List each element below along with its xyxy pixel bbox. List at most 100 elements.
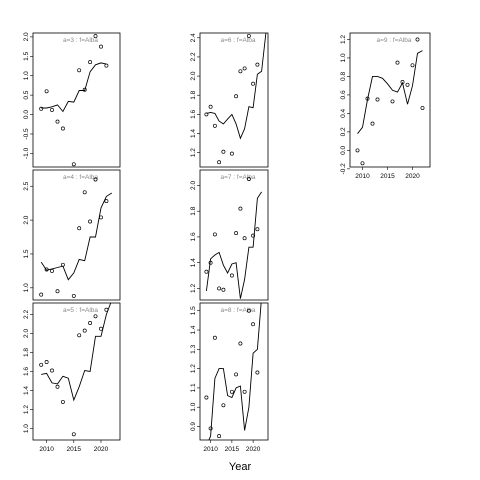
data-point [104, 63, 109, 68]
panel-title: a=9 : f=Alba [376, 37, 411, 44]
y-tick-label: 2.0 [23, 215, 30, 224]
data-point [255, 370, 260, 375]
data-point [39, 292, 44, 297]
y-tick-label: 2.0 [190, 71, 197, 80]
data-point [104, 307, 109, 312]
data-point [208, 260, 213, 265]
panel-title: a=5 : f=Alba [63, 307, 98, 314]
fitted-line [41, 303, 112, 402]
data-point [221, 403, 226, 408]
y-tick-label: 1.8 [190, 206, 197, 215]
data-point [82, 190, 87, 195]
y-tick-label: 1.5 [23, 249, 30, 258]
data-point [420, 105, 425, 110]
data-point [251, 233, 256, 238]
data-point [55, 384, 60, 389]
x-tick-label: 2010 [39, 446, 54, 453]
data-point [99, 44, 103, 49]
y-tick-label: 0.0 [340, 145, 347, 154]
y-tick-label: 0.6 [340, 90, 347, 99]
data-point [415, 37, 420, 42]
data-point [229, 389, 234, 394]
y-tick-label: 1.2 [340, 35, 347, 44]
data-point [221, 287, 226, 292]
data-point [229, 273, 234, 278]
panel-frame [32, 302, 121, 441]
panel-frame [199, 169, 269, 301]
data-point [238, 341, 243, 346]
panel-title: a=8 : f=Alba [220, 307, 255, 314]
data-point [217, 286, 222, 291]
y-tick-label: 2.5 [23, 181, 30, 190]
data-point [60, 399, 65, 404]
data-point [93, 314, 98, 319]
data-point [405, 82, 410, 87]
data-point [251, 322, 256, 327]
y-tick-label: 1.5 [190, 306, 197, 315]
x-tick-label: 2020 [94, 446, 109, 453]
data-point [55, 119, 60, 124]
fitted-line [205, 191, 262, 299]
panel-frame [199, 32, 269, 168]
chart-panel: -1.0 -0.5 0.0 0.5 1.0 1.5 2.0 a=3 : f=Alba [23, 32, 121, 168]
x-tick-label: 2015 [225, 446, 240, 453]
fitted-line [40, 192, 113, 281]
data-point [234, 231, 239, 236]
y-tick-label: -1.0 [23, 147, 30, 159]
data-point [71, 293, 76, 298]
x-tick-label: 2015 [67, 446, 82, 453]
data-point [395, 60, 400, 65]
y-tick-label: 1.3 [190, 344, 197, 353]
y-tick-label: 1.6 [190, 232, 197, 241]
chart-panel: -0.2 0.0 0.2 0.4 0.6 0.8 1.0 1.2 2010 2015 2020 a=9… [340, 32, 431, 180]
panel-title: a=7 : f=Alba [220, 174, 255, 181]
y-tick-label: 2.0 [190, 181, 197, 190]
data-point [212, 335, 217, 340]
data-point [212, 123, 217, 128]
data-point [77, 68, 82, 73]
data-point [39, 106, 44, 111]
x-tick-label: 2015 [380, 173, 395, 180]
y-tick-label: 1.4 [190, 325, 197, 334]
y-tick-label: 0.4 [340, 109, 347, 118]
y-tick-label: 1.6 [190, 109, 197, 118]
data-point [246, 33, 251, 38]
data-point [246, 177, 251, 181]
panel-frame [32, 32, 121, 168]
fitted-line [357, 50, 423, 134]
data-point [71, 162, 76, 167]
y-tick-label: 2.2 [23, 310, 30, 319]
fitted-line [41, 62, 107, 113]
y-tick-label: 1.2 [190, 364, 197, 373]
data-point [255, 227, 260, 232]
y-tick-label: 1.2 [190, 148, 197, 157]
data-point [93, 34, 98, 39]
y-tick-label: 1.4 [190, 258, 197, 267]
data-point [60, 262, 65, 267]
y-tick-label: 0.9 [190, 422, 197, 431]
data-point [208, 426, 213, 431]
data-point [360, 161, 365, 166]
data-point [44, 360, 49, 364]
data-point [71, 432, 76, 437]
data-point [229, 151, 234, 156]
y-tick-label: 2.4 [190, 33, 197, 42]
y-tick-label: 2.0 [23, 329, 30, 338]
data-point [234, 372, 239, 377]
data-point [39, 362, 44, 367]
y-tick-label: 0.8 [340, 72, 347, 81]
data-point [60, 126, 65, 131]
y-tick-label: 1.8 [23, 348, 30, 357]
data-point [55, 289, 60, 294]
x-tick-label: 2020 [405, 173, 420, 180]
panel-title: a=4 : f=Alba [63, 174, 98, 181]
data-point [242, 66, 247, 71]
data-point [238, 69, 243, 74]
panel-title: a=6 : f=Alba [220, 37, 255, 44]
data-point [82, 87, 87, 92]
y-tick-label: 1.1 [190, 383, 197, 392]
y-tick-label: 0.2 [340, 127, 347, 136]
data-point [50, 268, 54, 273]
y-tick-label: 1.5 [23, 51, 30, 60]
